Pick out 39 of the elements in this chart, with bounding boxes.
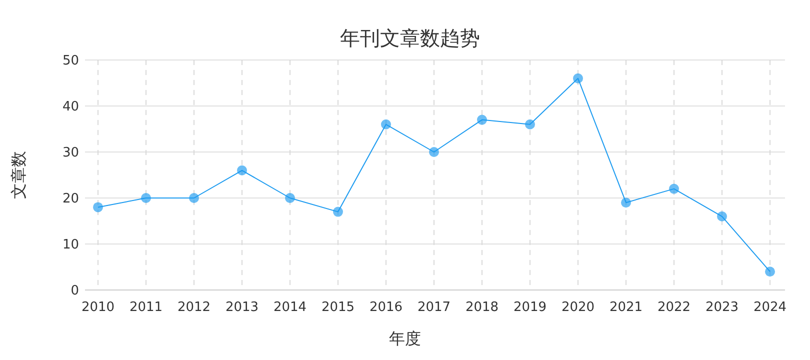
x-tick-label: 2023 <box>705 300 739 315</box>
x-tick-label: 2010 <box>81 300 115 315</box>
x-tick-label: 2017 <box>417 300 451 315</box>
chart-title: 年刊文章数趋势 <box>340 26 480 50</box>
x-axis-title: 年度 <box>389 329 421 348</box>
y-tick-label: 30 <box>62 146 79 161</box>
point <box>237 165 247 176</box>
x-tick-label: 2022 <box>657 300 691 315</box>
point <box>189 193 199 203</box>
point <box>93 202 103 212</box>
y-axis-title: 文章数 <box>9 151 28 199</box>
point <box>429 147 439 157</box>
x-tick-label: 2019 <box>513 300 547 315</box>
point <box>477 114 487 125</box>
x-tick-label: 2018 <box>465 300 499 315</box>
y-tick-label: 50 <box>62 54 79 69</box>
x-tick-label: 2016 <box>369 300 403 315</box>
x-tick-label: 2012 <box>177 300 211 315</box>
point <box>285 193 295 203</box>
point <box>621 198 631 208</box>
point <box>573 73 583 84</box>
x-tick-label: 2011 <box>129 300 163 315</box>
point <box>525 119 535 130</box>
point <box>765 266 775 277</box>
point <box>381 119 391 130</box>
point <box>141 193 151 203</box>
x-tick-label: 2015 <box>321 300 355 315</box>
point <box>669 184 679 194</box>
point <box>333 206 343 217</box>
point <box>717 211 727 222</box>
y-tick-label: 0 <box>70 284 79 299</box>
y-tick-label: 10 <box>62 238 79 253</box>
y-tick-label: 20 <box>62 192 79 207</box>
x-tick-label: 2021 <box>609 300 643 315</box>
y-tick-label: 40 <box>62 100 79 115</box>
x-tick-label: 2024 <box>753 300 787 315</box>
x-tick-label: 2020 <box>561 300 595 315</box>
x-tick-label: 2014 <box>273 300 307 315</box>
x-tick-label: 2013 <box>225 300 259 315</box>
